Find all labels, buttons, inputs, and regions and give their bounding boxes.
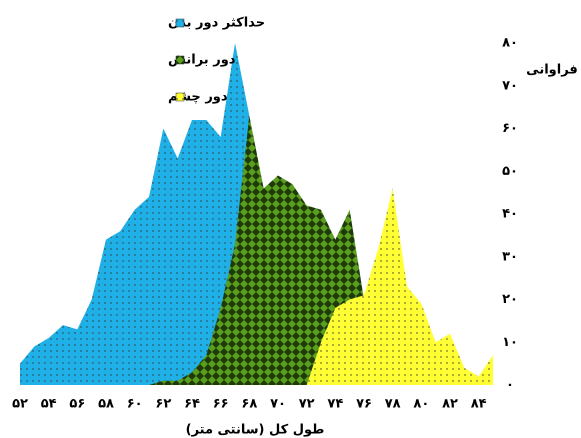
y-tick-label: ۷۰ bbox=[502, 78, 518, 93]
x-tick-label: ۷۸ bbox=[385, 397, 401, 412]
y-tick-label: ۵۰ bbox=[502, 164, 518, 179]
y-tick-label: ۴۰ bbox=[502, 207, 518, 222]
legend-swatch bbox=[175, 92, 185, 102]
x-tick-label: ۸۴ bbox=[471, 397, 487, 412]
x-tick-label: ۷۶ bbox=[356, 397, 372, 412]
x-tick-label: ۷۰ bbox=[270, 397, 286, 412]
area bbox=[149, 115, 379, 386]
x-tick-label: ۷۴ bbox=[327, 397, 343, 412]
y-tick-label: ۲۰ bbox=[502, 292, 518, 307]
x-tick-label: ۶۴ bbox=[184, 397, 200, 412]
legend-swatch bbox=[175, 55, 185, 65]
y-tick-label: ۰ bbox=[506, 378, 514, 393]
legend-swatch bbox=[175, 18, 185, 28]
x-tick-label: ۶۰ bbox=[127, 397, 143, 412]
x-tick-label: ۵۶ bbox=[69, 397, 85, 412]
y-tick-label: ۱۰ bbox=[502, 335, 518, 350]
area bbox=[20, 43, 264, 385]
area bbox=[306, 188, 493, 385]
legend-label: حداکثر دور بدن bbox=[168, 16, 265, 31]
x-tick-label: ۵۲ bbox=[12, 397, 28, 412]
x-tick-label: ۶۶ bbox=[213, 397, 229, 412]
y-tick-label: ۶۰ bbox=[502, 121, 518, 136]
x-tick-label: ۷۲ bbox=[299, 397, 315, 412]
y-tick-label: ۳۰ bbox=[502, 249, 518, 264]
x-axis-label: طول کل (سانتی متر) bbox=[186, 423, 325, 438]
x-tick-label: ۶۲ bbox=[155, 397, 171, 412]
y-axis-label: فراوانی bbox=[526, 63, 578, 78]
x-tick-label: ۶۸ bbox=[241, 397, 257, 412]
legend-label: دور برانش bbox=[168, 53, 236, 68]
x-tick-label: ۵۴ bbox=[41, 397, 57, 412]
x-tick-label: ۵۸ bbox=[98, 397, 114, 412]
x-tick-label: ۸۰ bbox=[413, 397, 429, 412]
x-tick-label: ۸۲ bbox=[442, 397, 458, 412]
y-tick-label: ۸۰ bbox=[502, 36, 518, 51]
